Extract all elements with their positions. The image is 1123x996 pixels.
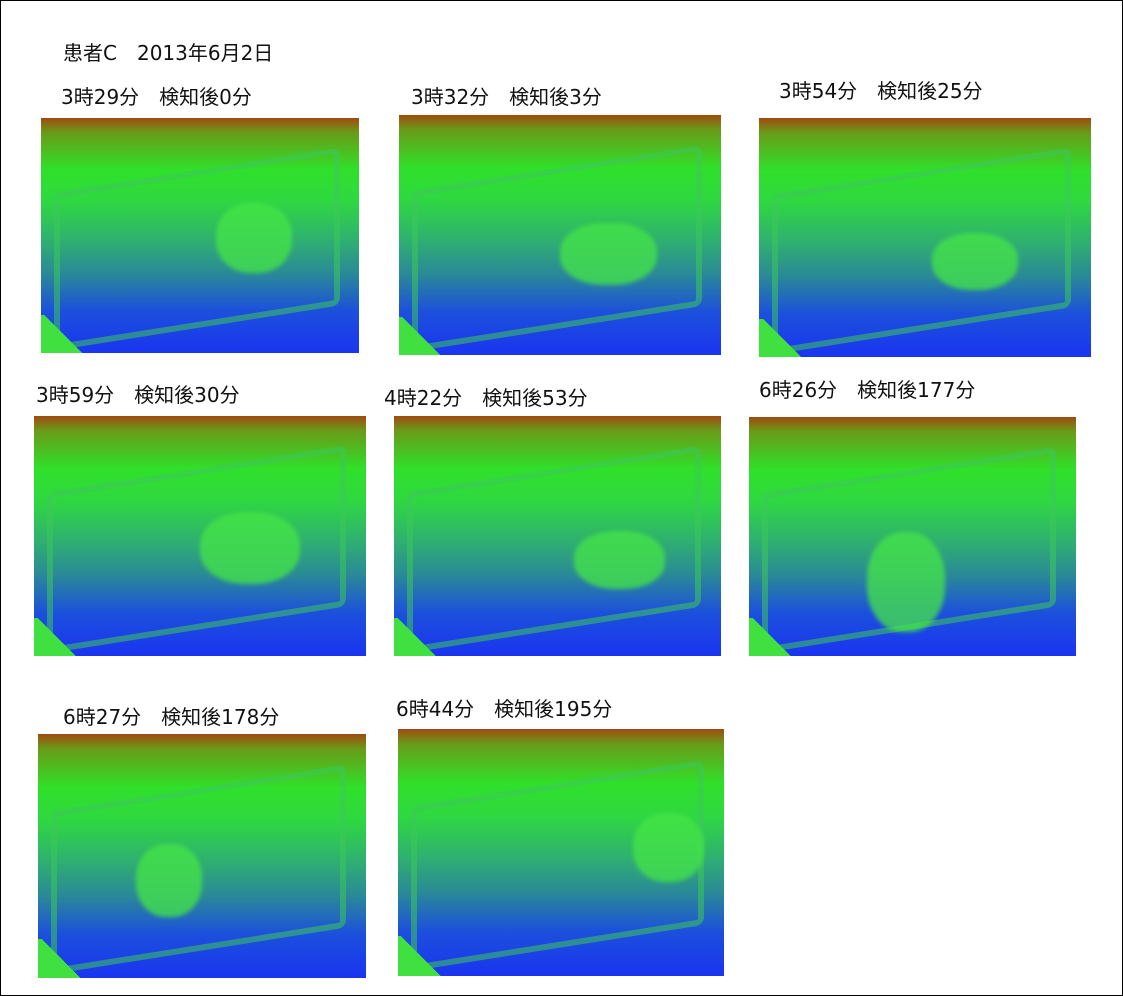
bed-outline [772, 147, 1071, 355]
person [136, 844, 202, 917]
person [200, 512, 300, 584]
floor-corner [399, 317, 444, 355]
floor-corner [34, 618, 80, 656]
floor-corner [749, 618, 795, 656]
title: 患者C 2013年6月2日 [63, 37, 273, 66]
panel-label: 3時59分 検知後30分 [36, 379, 240, 408]
floor-corner [38, 939, 84, 978]
depth-image [41, 118, 359, 353]
depth-image [399, 115, 721, 355]
person [633, 813, 705, 882]
person [216, 203, 292, 274]
depth-image [759, 118, 1091, 357]
person [574, 531, 666, 589]
floor-corner [398, 936, 444, 976]
panel-label: 6時44分 検知後195分 [396, 693, 612, 722]
person [867, 532, 945, 632]
depth-image [34, 416, 366, 656]
depth-image [749, 417, 1076, 656]
page: 患者C 2013年6月2日 3時29分 検知後0分 3時32分 検知後3分 3時… [0, 0, 1123, 996]
person [932, 233, 1018, 290]
panel-label: 6時27分 検知後178分 [63, 701, 279, 730]
panel-label: 3時54分 検知後25分 [779, 75, 983, 104]
panel-label: 4時22分 検知後53分 [384, 382, 588, 411]
panel-label: 3時32分 検知後3分 [411, 81, 602, 110]
panel-label: 6時26分 検知後177分 [759, 374, 975, 403]
bed-outline [54, 147, 340, 350]
floor-corner [394, 618, 440, 656]
bed-outline [47, 445, 346, 653]
panel-label: 3時29分 検知後0分 [61, 81, 252, 110]
depth-image [398, 729, 724, 976]
floor-corner [759, 319, 805, 357]
depth-image [38, 734, 366, 978]
depth-image [394, 416, 721, 656]
floor-corner [41, 315, 86, 353]
person [560, 223, 657, 285]
bed-outline [412, 145, 702, 352]
